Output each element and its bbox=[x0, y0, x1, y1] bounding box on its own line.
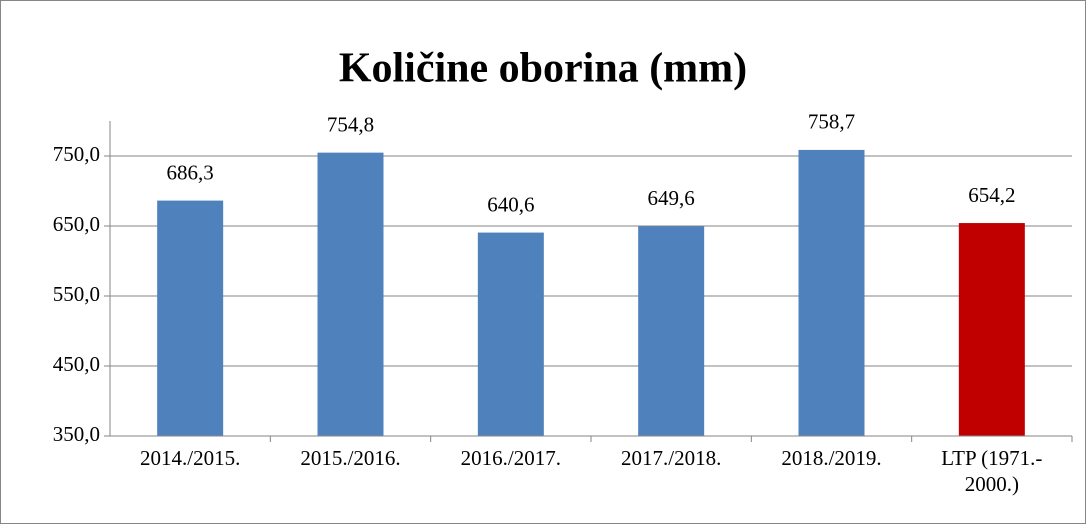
y-tick-label: 450,0 bbox=[53, 352, 100, 376]
x-tick-label: LTP (1971.-2000.) bbox=[941, 446, 1042, 496]
bar bbox=[477, 232, 544, 436]
data-label: 758,7 bbox=[808, 110, 855, 134]
bar bbox=[317, 152, 384, 436]
data-label: 649,6 bbox=[648, 186, 695, 210]
x-tick-label: 2017./2018. bbox=[621, 446, 721, 470]
x-tick-label: 2015./2016. bbox=[300, 446, 400, 470]
x-tick-label: 2014./2015. bbox=[140, 446, 240, 470]
y-tick-label: 650,0 bbox=[53, 212, 100, 236]
x-tick-label: 2016./2017. bbox=[461, 446, 561, 470]
bar bbox=[958, 223, 1025, 436]
bar bbox=[638, 226, 705, 436]
data-label: 654,2 bbox=[968, 183, 1015, 207]
bar bbox=[798, 149, 865, 436]
y-tick-label: 550,0 bbox=[53, 282, 100, 306]
bar bbox=[157, 200, 224, 436]
data-label: 686,3 bbox=[167, 160, 214, 184]
data-label: 754,8 bbox=[327, 112, 374, 136]
data-label: 640,6 bbox=[487, 192, 534, 216]
y-tick-label: 750,0 bbox=[53, 142, 100, 166]
chart-title: Količine oborina (mm) bbox=[339, 46, 747, 92]
y-tick-label: 350,0 bbox=[53, 422, 100, 446]
x-tick-label: 2018./2019. bbox=[781, 446, 881, 470]
